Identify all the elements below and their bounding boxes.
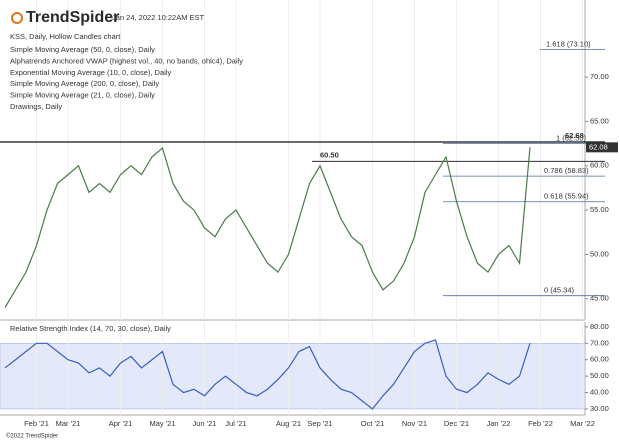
indicator-label: Simple Moving Average (21, 0, close), Da…: [10, 91, 155, 100]
y-tick-label: 60.00: [590, 161, 609, 170]
x-tick-label: Nov '21: [402, 419, 427, 428]
indicator-label: Exponential Moving Average (10, 0, close…: [10, 68, 171, 77]
chart-title: KSS, Daily, Hollow Candles chart: [10, 32, 121, 41]
y-tick-label: 70.00: [590, 72, 609, 81]
price-tag: [586, 142, 618, 153]
price-tag-label: 62.08: [589, 142, 608, 151]
indicator-label: Simple Moving Average (200, 0, close), D…: [10, 79, 159, 88]
y-tick-label: 65.00: [590, 116, 609, 125]
fib-label: 0 (45.34): [544, 286, 575, 295]
x-tick-label: Dec '21: [444, 419, 469, 428]
timestamp: Jan 24, 2022 10:22AM EST: [112, 13, 205, 22]
x-tick-label: Jun '21: [193, 419, 217, 428]
x-tick-label: Jan '22: [487, 419, 511, 428]
x-tick-label: Mar '22: [570, 419, 595, 428]
indicator-label: Alphatrends Anchored VWAP (highest vol.,…: [10, 56, 243, 65]
plot: [0, 0, 605, 416]
series-line: [4, 339, 531, 410]
y-tick-label: 50.00: [590, 249, 609, 258]
panel-title: Relative Strength Index (14, 70, 30, clo…: [10, 324, 171, 333]
rsi-band: [0, 343, 586, 410]
y-tick-label: 55.00: [590, 205, 609, 214]
fib-label: 0.618 (55.94): [544, 192, 589, 201]
brand: TrendSpider: [26, 9, 119, 26]
fib-label: 0.786 (58.83): [544, 166, 589, 175]
indicator-label: Simple Moving Average (50, 0, close), Da…: [10, 45, 155, 54]
x-tick-label: Oct '21: [361, 419, 385, 428]
x-tick-label: Jul '21: [225, 419, 246, 428]
line-label: 60.50: [320, 150, 339, 159]
x-tick-label: Feb '21: [24, 419, 49, 428]
y-tick-label: 80.00: [590, 322, 609, 331]
x-tick-label: Feb '22: [528, 419, 553, 428]
x-tick-label: Apr '21: [109, 419, 133, 428]
y-tick-label: 60.00: [590, 355, 609, 364]
fib-label: 1.618 (73.10): [546, 40, 591, 49]
x-tick-label: Sep '21: [307, 419, 332, 428]
x-tick-label: Aug '21: [276, 419, 301, 428]
indicator-label: Drawings, Daily: [10, 102, 62, 111]
logo: [11, 12, 23, 24]
x-tick-label: Mar '21: [56, 419, 81, 428]
y-tick-label: 30.00: [590, 404, 609, 413]
y-tick-label: 40.00: [590, 388, 609, 397]
y-tick-label: 50.00: [590, 371, 609, 380]
fib-label: 1 (62.50): [556, 134, 587, 143]
footer: ©2022 TrendSpider: [6, 433, 58, 440]
line-label: 62.68: [565, 131, 584, 140]
x-tick-label: May '21: [149, 419, 175, 428]
y-tick-label: 70.00: [590, 338, 609, 347]
y-tick-label: 45.00: [590, 294, 609, 303]
series-line: [4, 146, 531, 308]
